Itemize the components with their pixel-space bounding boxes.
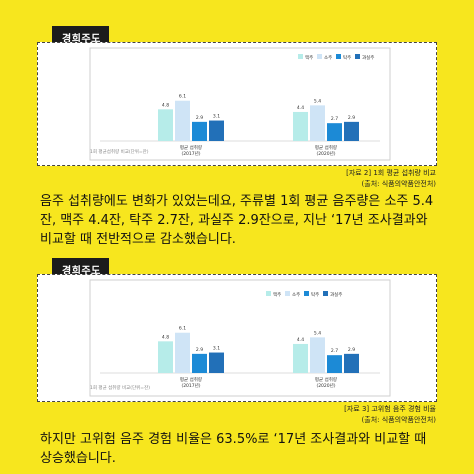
bar xyxy=(310,337,325,373)
bar xyxy=(327,123,342,141)
data-label: 4.4 xyxy=(297,337,304,343)
category-sublabel: (2020년) xyxy=(316,382,335,389)
legend-swatch xyxy=(298,54,303,59)
caption-source-2: (출처: 식품의약품안전처) xyxy=(361,416,436,424)
chart-panel-1: 맥주 소주 탁주 과실주 4.8 6.1 2.9 3.1 평균 섭취량 (2017년) 4.4 5.4… xyxy=(37,42,437,166)
legend-swatch xyxy=(266,291,271,296)
category-sublabel: (2020년) xyxy=(316,150,335,157)
legend-label: 탁주 xyxy=(311,291,319,298)
data-label: 3.1 xyxy=(213,346,220,352)
chart-frame xyxy=(89,279,391,397)
legend-label: 과실주 xyxy=(330,291,342,298)
bar xyxy=(209,120,224,141)
legend-label: 맥주 xyxy=(305,54,313,61)
bar xyxy=(293,111,308,141)
category-label: 평균 섭취량 xyxy=(315,144,337,151)
legend-swatch xyxy=(336,54,341,59)
bar xyxy=(192,353,207,373)
legend-swatch xyxy=(323,291,328,296)
chart-caption-1: [자료 2] 1회 평균 섭취량 비교 (출처: 식품의약품안전처) xyxy=(346,168,436,190)
caption-title-2: [자료 3] 고위험 음주 경험 비율 xyxy=(344,405,436,413)
data-label: 4.8 xyxy=(162,334,169,340)
legend-label: 맥주 xyxy=(273,291,281,298)
legend-label: 과실주 xyxy=(362,54,374,61)
category-sublabel: (2017년) xyxy=(181,382,200,389)
legend-swatch xyxy=(355,54,360,59)
bar xyxy=(344,121,359,141)
data-label: 4.8 xyxy=(162,102,169,108)
legend-swatch xyxy=(317,54,322,59)
data-label: 2.9 xyxy=(196,115,203,121)
bar xyxy=(209,352,224,373)
data-label: 2.9 xyxy=(348,347,355,353)
caption-title-1: [자료 2] 1회 평균 섭취량 비교 xyxy=(346,169,436,177)
paragraph-2: 하지만 고위험 음주 경험 비율은 63.5%로 ‘17년 조사결과와 비교할 … xyxy=(40,432,427,466)
bar xyxy=(310,105,325,141)
caption-source-1: (출처: 식품의약품안전처) xyxy=(361,180,436,188)
legend-swatch xyxy=(304,291,309,296)
category-label: 평균 섭취량 xyxy=(180,376,202,383)
data-label: 2.9 xyxy=(196,347,203,353)
category-label: 평균 섭취량 xyxy=(180,144,202,151)
chart-panel-2: 맥주 소주 탁주 과실주 4.8 6.1 2.9 3.1 평균 섭취량 (2017년) 4.4 5.4… xyxy=(37,274,437,402)
chart-footnote: 1회 평균섭취량 비교(단위=잔) xyxy=(90,148,149,155)
legend-label: 소주 xyxy=(292,292,300,298)
data-label: 5.4 xyxy=(314,330,321,336)
bar xyxy=(158,109,173,141)
data-label: 6.1 xyxy=(179,326,186,332)
data-label: 4.4 xyxy=(297,105,304,111)
data-label: 3.1 xyxy=(213,114,220,120)
chart-frame xyxy=(89,47,391,161)
bar xyxy=(293,343,308,373)
data-label: 6.1 xyxy=(179,94,186,100)
paragraph-1: 음주 섭취량에도 변화가 있었는데요, 주류별 1회 평균 음주량은 소주 5.… xyxy=(40,194,434,247)
data-label: 2.9 xyxy=(348,115,355,121)
bar xyxy=(175,100,190,141)
legend-label: 탁주 xyxy=(343,54,351,61)
data-label: 2.7 xyxy=(331,116,338,122)
bar xyxy=(327,355,342,373)
bar xyxy=(192,121,207,141)
legend-swatch xyxy=(285,291,290,296)
data-label: 2.7 xyxy=(331,348,338,354)
chart-caption-2: [자료 3] 고위험 음주 경험 비율 (출처: 식품의약품안전처) xyxy=(344,404,436,426)
legend-label: 소주 xyxy=(324,55,332,61)
bar xyxy=(175,332,190,373)
category-label: 평균 섭취량 xyxy=(315,376,337,383)
chart-footnote: 1회 평균 섭취량 비교(단위=잔) xyxy=(90,384,150,391)
bar xyxy=(344,353,359,373)
data-label: 5.4 xyxy=(314,98,321,104)
bar xyxy=(158,341,173,373)
category-sublabel: (2017년) xyxy=(181,150,200,157)
